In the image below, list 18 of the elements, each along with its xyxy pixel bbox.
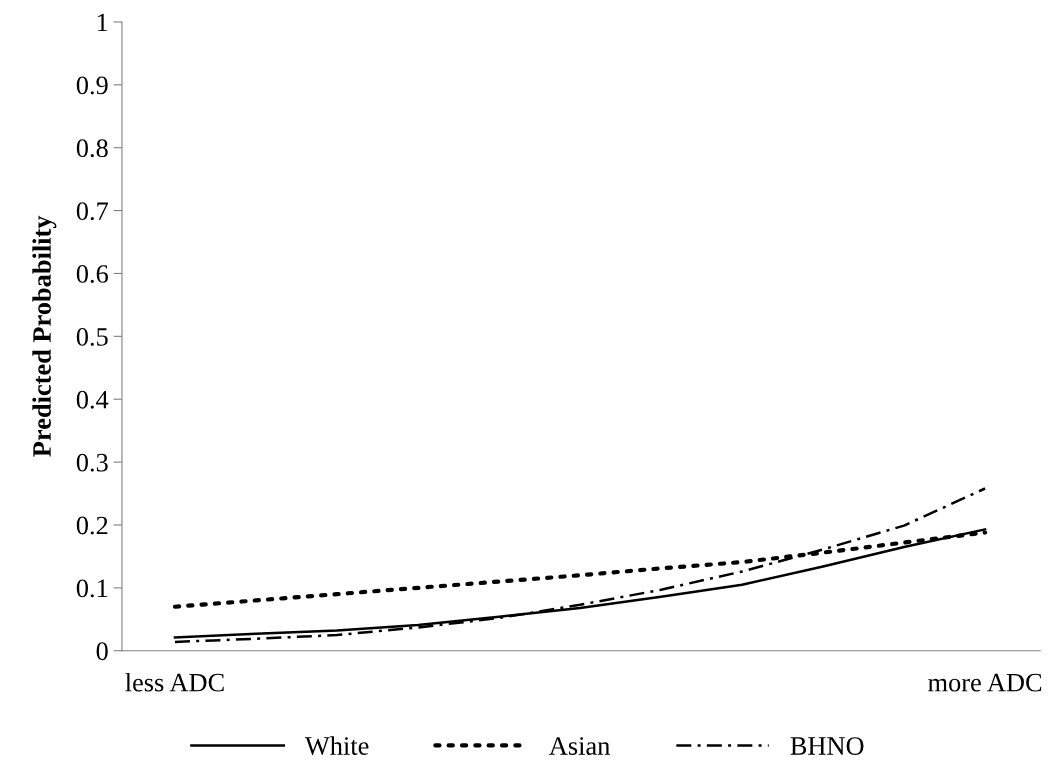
y-tick-label: 0.7	[76, 202, 109, 221]
y-tick-label: 0.8	[76, 139, 108, 158]
y-tick-label: 0	[96, 642, 108, 661]
y-tick-label: 1	[97, 13, 108, 32]
y-tick-label: 0.5	[76, 327, 108, 346]
line-series	[173, 487, 987, 644]
legend-label: BHNO	[790, 737, 864, 755]
legend-label: White	[304, 736, 369, 756]
y-tick-label: 0.4	[76, 390, 109, 409]
y-axis-title: Predicted Probability	[32, 215, 57, 457]
x-tick-label: less ADC	[125, 672, 224, 692]
y-tick-label: 0.9	[76, 76, 108, 95]
y-tick-label: 0.6	[76, 265, 108, 283]
y-tick-label: 0.2	[76, 516, 108, 535]
y-tick-label: 0.3	[76, 453, 108, 472]
legend-label: Asian	[549, 737, 610, 755]
y-tick-label: 0.1	[76, 579, 108, 598]
x-tick-label: more ADC	[928, 673, 1042, 692]
